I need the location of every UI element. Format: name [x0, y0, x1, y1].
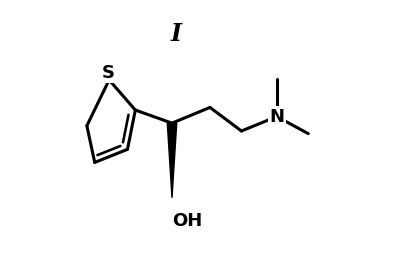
Text: I: I	[171, 22, 181, 46]
Polygon shape	[167, 123, 177, 198]
Text: N: N	[269, 108, 284, 125]
Text: S: S	[101, 64, 114, 82]
Text: OH: OH	[173, 212, 203, 230]
